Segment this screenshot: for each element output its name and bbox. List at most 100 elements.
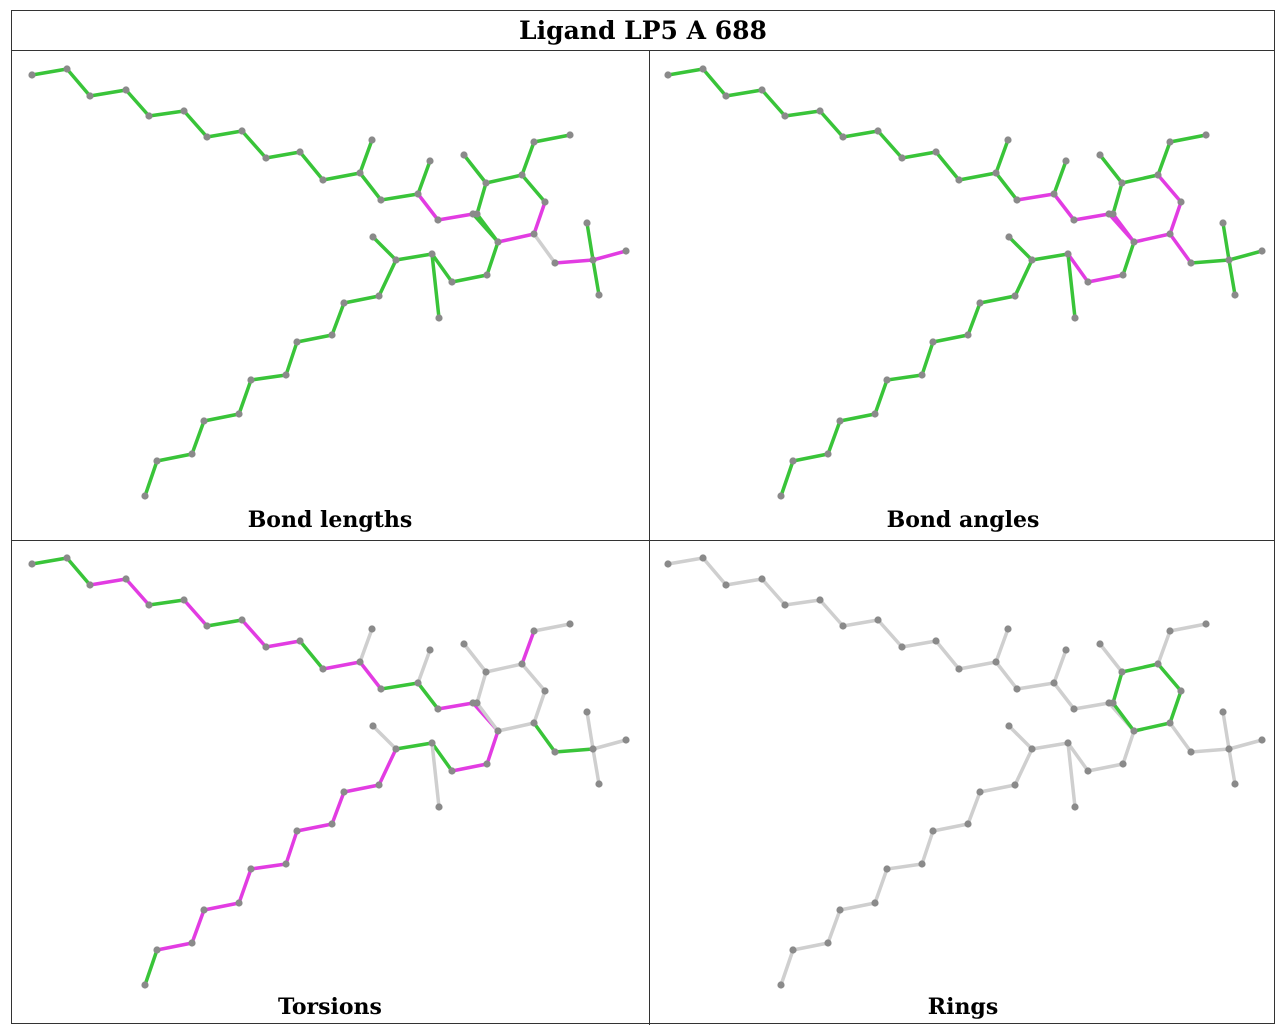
bond-d1-d2 — [1086, 273, 1125, 284]
bond-r2-r3 — [520, 173, 547, 204]
bond-o1-c15 — [436, 701, 475, 711]
atom-c14 — [1050, 190, 1058, 198]
bond-o2-q — [553, 258, 595, 265]
bond-r5-r6 — [1111, 701, 1136, 733]
bond-c12-c13 — [358, 660, 383, 691]
atom-o1 — [434, 705, 442, 713]
atom-d4 — [1028, 256, 1036, 264]
bond-r4-r5 — [1132, 721, 1172, 733]
atom-t5 — [282, 860, 290, 868]
atom-m_d3 — [435, 803, 443, 811]
bond-d4-m_d4 — [371, 724, 398, 751]
atom-t8 — [200, 906, 208, 914]
bond-r3-r4 — [1168, 689, 1183, 725]
bond-c10-c11 — [298, 639, 325, 671]
atom-m12 — [1004, 625, 1012, 633]
bond-d1-d2 — [1086, 762, 1125, 773]
atom-c4 — [122, 86, 130, 94]
bond-c13-c14 — [379, 192, 420, 202]
bond-e1-e2 — [1168, 133, 1208, 144]
atom-d1 — [483, 760, 491, 768]
atom-o2 — [1187, 748, 1195, 756]
atom-t8 — [836, 906, 844, 914]
bond-c14-m14 — [1052, 159, 1068, 196]
bond-c7-c8 — [841, 129, 880, 139]
bond-r4-r5 — [496, 232, 536, 244]
atom-t6 — [247, 865, 255, 873]
atom-d3 — [1064, 739, 1072, 747]
atom-r3 — [1177, 687, 1185, 695]
bond-t6-t7 — [237, 378, 253, 416]
atom-q — [1225, 256, 1233, 264]
atom-r3 — [541, 198, 549, 206]
atom-m12 — [368, 625, 376, 633]
atom-t4 — [293, 338, 301, 346]
atom-t6 — [247, 376, 255, 384]
bond-r4-r5 — [1132, 232, 1172, 244]
atom-m_d4 — [369, 722, 377, 730]
bond-c7-c8 — [205, 129, 244, 139]
bond-t3-t4 — [931, 822, 970, 833]
atom-c2 — [699, 65, 707, 73]
bond-c5-c6 — [783, 598, 822, 607]
molecule-bond-lengths — [28, 65, 630, 500]
bond-c11-c12 — [321, 660, 362, 671]
atom-r5 — [1130, 727, 1138, 735]
bond-c12-m12 — [358, 138, 374, 175]
atom-c7 — [203, 133, 211, 141]
atom-t2 — [340, 788, 348, 796]
bond-d3-m_d3 — [1066, 741, 1077, 809]
atom-c5 — [781, 601, 789, 609]
bond-t7-t8 — [838, 412, 877, 423]
atom-c10 — [296, 637, 304, 645]
atom-r6 — [473, 210, 481, 218]
atom-t7 — [871, 899, 879, 907]
bond-d2-d3 — [1066, 741, 1090, 773]
bond-c12-m12 — [994, 138, 1010, 175]
bond-c10-c11 — [298, 150, 325, 182]
atom-m_d3 — [435, 314, 443, 322]
bond-r6-r1 — [1111, 670, 1124, 705]
bond-c9-c10 — [264, 639, 302, 649]
bond-t9-t10 — [155, 941, 194, 952]
bond-c12-c13 — [994, 171, 1019, 202]
atom-c4 — [758, 575, 766, 583]
bond-d3-m_d3 — [430, 741, 441, 809]
atom-q1 — [1219, 708, 1227, 716]
atom-t11 — [141, 492, 149, 500]
bond-o2-q — [1189, 747, 1231, 754]
atom-d4 — [392, 256, 400, 264]
atom-q3 — [595, 291, 603, 299]
figure-title: Ligand LP5 A 688 — [519, 16, 767, 45]
atom-o2 — [1187, 259, 1195, 267]
bond-r2-r3 — [520, 662, 547, 693]
bond-t10-t11 — [143, 948, 159, 987]
bond-r3-r4 — [1168, 200, 1183, 236]
bond-d1-d2 — [450, 762, 489, 773]
bond-c11-c12 — [957, 660, 998, 671]
atom-r2 — [1154, 171, 1162, 179]
atom-r2 — [518, 171, 526, 179]
bond-c6-c7 — [182, 109, 209, 139]
bond-d3-d4 — [394, 252, 434, 262]
atom-c6 — [180, 596, 188, 604]
atom-c10 — [296, 148, 304, 156]
panel-bond-lengths: Bond lengths — [12, 52, 648, 540]
bond-r2-r3 — [1156, 173, 1183, 204]
atom-c3 — [86, 581, 94, 589]
bond-d3-m_d3 — [430, 252, 441, 320]
bond-r2-e1 — [520, 140, 536, 177]
atom-r6 — [473, 699, 481, 707]
bond-c14-o1 — [416, 192, 440, 222]
panel-caption-rings: Rings — [927, 994, 999, 1020]
atom-q3 — [1231, 291, 1239, 299]
bond-t7-t8 — [202, 901, 241, 912]
atom-d2 — [1084, 767, 1092, 775]
bond-c3-c4 — [88, 577, 128, 587]
atom-t3 — [328, 331, 336, 339]
bond-e1-e2 — [532, 622, 572, 633]
molecule-torsions — [28, 554, 630, 989]
bond-c7-c8 — [841, 618, 880, 628]
bond-c3-c4 — [88, 88, 128, 98]
atom-m12 — [1004, 136, 1012, 144]
